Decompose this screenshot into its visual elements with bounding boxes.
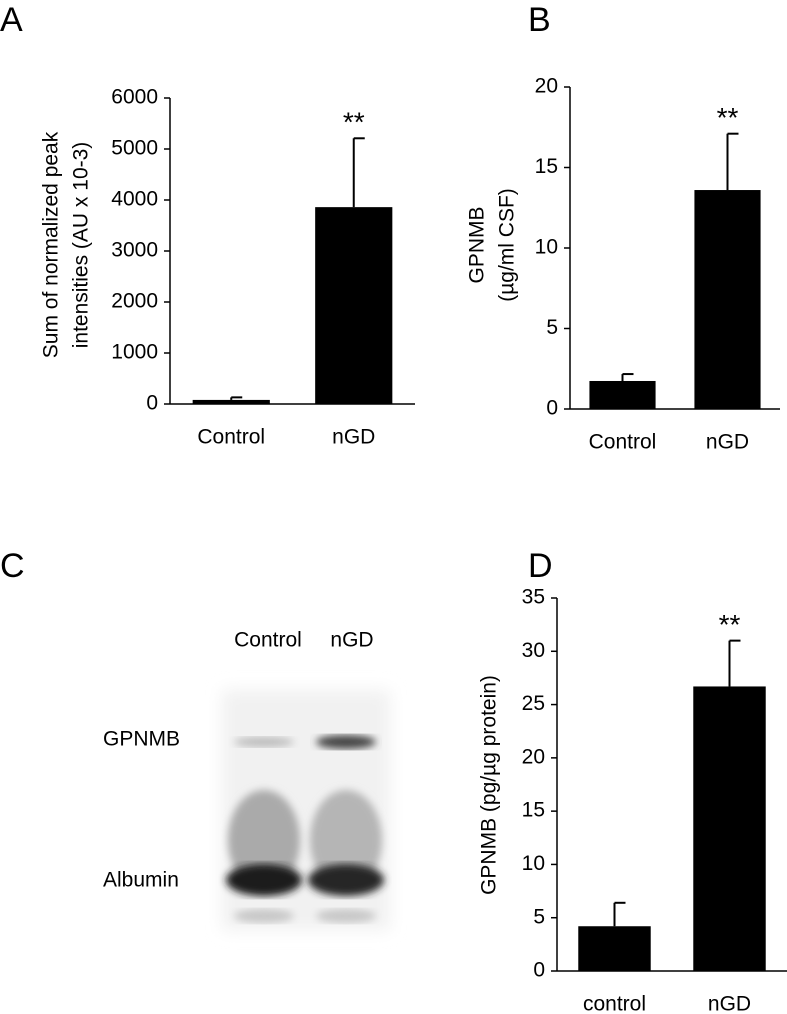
y-tick-label: 5 <box>533 905 545 928</box>
x-tick-label: control <box>583 993 646 1014</box>
panel-label: B <box>528 1 551 39</box>
y-tick-label: 35 <box>522 586 545 609</box>
significance-label: ** <box>343 107 365 138</box>
band-label: GPNMB <box>103 728 180 751</box>
x-tick-label: Control <box>197 426 265 449</box>
significance-label: ** <box>719 609 741 640</box>
bar <box>192 399 270 404</box>
y-tick-label: 0 <box>546 397 558 420</box>
y-tick-label: 15 <box>535 155 558 178</box>
blot-image <box>222 690 390 930</box>
x-tick-label: nGD <box>332 426 375 449</box>
band-label: Albumin <box>103 869 179 892</box>
y-tick-label: 1000 <box>111 341 158 364</box>
y-axis-label: GPNMB <box>466 206 489 283</box>
panel-label: D <box>528 547 553 585</box>
y-tick-label: 0 <box>146 392 158 415</box>
x-tick-label: nGD <box>706 431 749 454</box>
significance-label: ** <box>717 102 739 133</box>
y-axis-label: intensities (AU x 10-3) <box>70 142 93 349</box>
y-tick-label: 10 <box>535 236 558 259</box>
bar <box>315 207 393 404</box>
error-bar <box>230 396 243 400</box>
error-bar <box>621 373 634 381</box>
lane-label: Control <box>234 629 302 652</box>
lane-label: nGD <box>330 629 373 652</box>
panel-label: A <box>0 1 23 39</box>
bar <box>693 686 766 971</box>
y-tick-label: 5000 <box>111 137 158 160</box>
error-bar <box>613 901 626 927</box>
y-tick-label: 20 <box>535 75 558 98</box>
y-axis-label: Sum of normalized peak <box>40 131 63 358</box>
y-tick-label: 30 <box>522 639 545 662</box>
y-tick-label: 10 <box>522 852 545 875</box>
error-bar <box>726 132 739 191</box>
error-bar <box>352 137 365 208</box>
x-tick-label: nGD <box>708 993 751 1014</box>
y-axis-label: GPNMB (pg/µg protein) <box>478 675 501 895</box>
bar <box>589 380 656 409</box>
y-tick-label: 15 <box>522 799 545 822</box>
y-tick-label: 20 <box>522 745 545 768</box>
y-tick-label: 25 <box>522 692 545 715</box>
y-tick-label: 2000 <box>111 290 158 313</box>
bar <box>694 190 761 409</box>
bar <box>578 926 651 971</box>
panel-label: C <box>0 547 25 585</box>
y-tick-label: 5 <box>546 316 558 339</box>
error-bar <box>728 639 741 687</box>
y-tick-label: 4000 <box>111 188 158 211</box>
x-tick-label: Control <box>589 431 657 454</box>
y-tick-label: 3000 <box>111 239 158 262</box>
y-tick-label: 6000 <box>111 86 158 109</box>
y-axis-label: (µg/ml CSF) <box>496 188 519 302</box>
y-tick-label: 0 <box>533 959 545 982</box>
